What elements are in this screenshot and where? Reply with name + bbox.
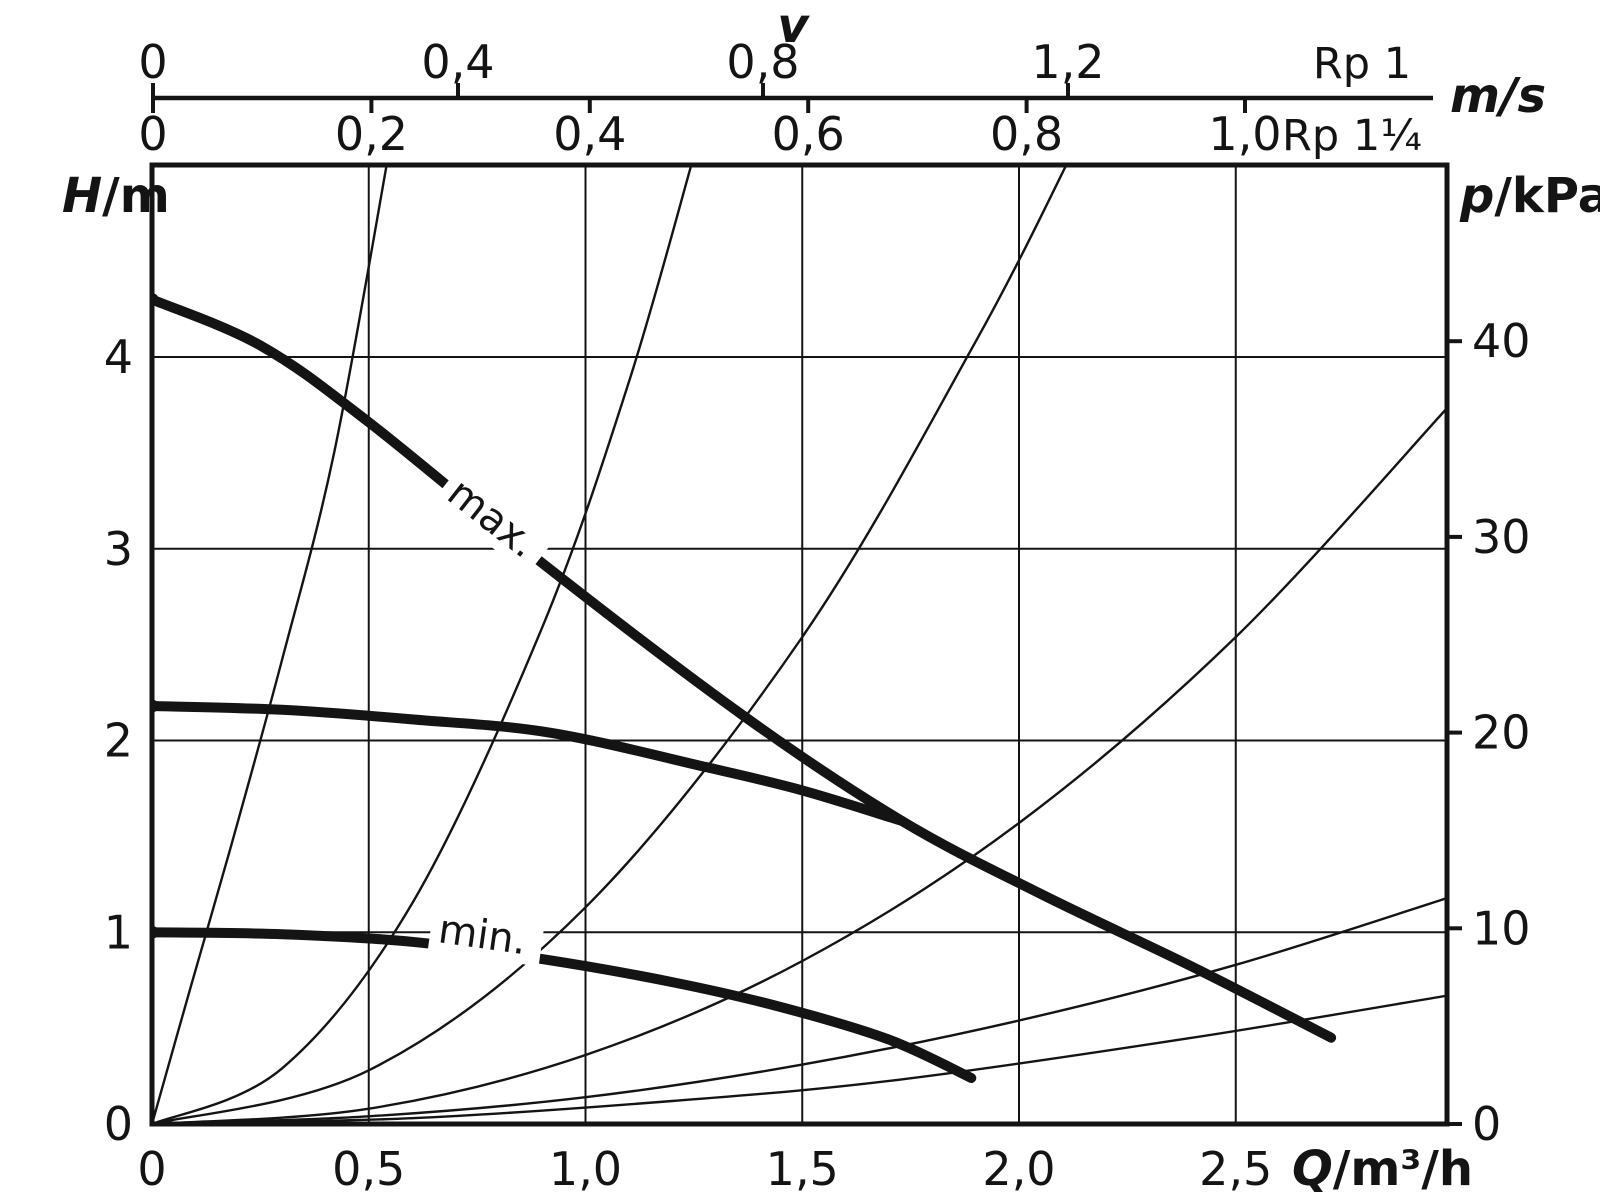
pump-curves [152,293,1337,1083]
y-left-axis-symbol: H [62,168,102,224]
y-right-tick-label: 40 [1472,314,1531,368]
y-right-tick-label: 10 [1472,901,1531,955]
y-left-tick-label: 3 [104,522,133,576]
x-axis-symbol: Q [1292,1141,1333,1197]
top-lower-tick-label: 0,6 [772,107,845,161]
top-upper-tick-label: 0,8 [726,35,799,89]
y-right-axis-title: p/kPa [1459,168,1600,224]
plot-border [149,162,1450,1127]
y-right-tick-label: 0 [1472,1097,1501,1151]
y-right-tick-label: 20 [1472,706,1531,760]
pipe-friction-curve-5 [152,896,1447,1124]
top-upper-tick-label: 1,2 [1031,35,1104,89]
min-curve-label-group: min. [427,905,545,967]
x-tick-label: 0 [137,1142,166,1196]
y-left-tick-label: 1 [104,905,133,959]
pipe-friction-curves [152,165,1447,1124]
y-right-tick-label: 30 [1472,510,1531,564]
top-lower-tick-label: 0,4 [553,107,626,161]
label-knockout [432,464,556,575]
top-upper-tick-label: 0,4 [421,35,494,89]
top-upper-tick-label: 0 [138,35,167,89]
x-axis-unit: /m³/h [1333,1141,1473,1197]
x-tick-label: 1,5 [766,1142,839,1196]
y-right-axis-unit: /kPa [1494,168,1600,224]
pipe-friction-curve-2 [152,165,693,1124]
min-curve-label: min. [436,906,530,964]
top-axis-unit: m/s [1450,68,1546,124]
y-right-axis-symbol: p [1459,168,1494,224]
pipe-friction-curve-4 [152,406,1447,1124]
y-left-tick-label: 4 [104,330,133,384]
y-left-axis-unit: /m [102,168,170,224]
pipe-label-rp1: Rp 1 [1313,39,1411,89]
x-axis-title: Q/m³/h [1292,1141,1473,1197]
pipe-friction-curve-1 [152,165,388,1124]
top-lower-tick-label: 0 [138,107,167,161]
y-left-tick-label: 2 [104,714,133,768]
top-velocity-ruler [151,83,1433,113]
x-tick-label: 2,5 [1199,1142,1272,1196]
grid [152,165,1447,1124]
pipe-friction-curve-3 [152,165,1068,1124]
pipe-label-rp1-quarter: Rp 1¼ [1282,111,1422,161]
pump-curve-mid [152,701,907,826]
top-lower-tick-label: 1,0 [1208,107,1281,161]
pump-curve-min [152,927,977,1083]
y-left-tick-label: 0 [104,1097,133,1151]
x-tick-label: 1,0 [549,1142,622,1196]
y-left-axis-title: H/m [62,168,170,224]
top-lower-tick-label: 0,8 [990,107,1063,161]
top-lower-tick-label: 0,2 [335,107,408,161]
max-curve-label-group: max. [432,464,556,575]
pipe-friction-curve-6 [152,994,1447,1124]
label-knockout [427,905,545,967]
pump-curve-max [152,294,1337,1043]
x-tick-label: 0,5 [332,1142,405,1196]
top-axis-title: v [777,0,810,54]
x-tick-label: 2,0 [982,1142,1055,1196]
